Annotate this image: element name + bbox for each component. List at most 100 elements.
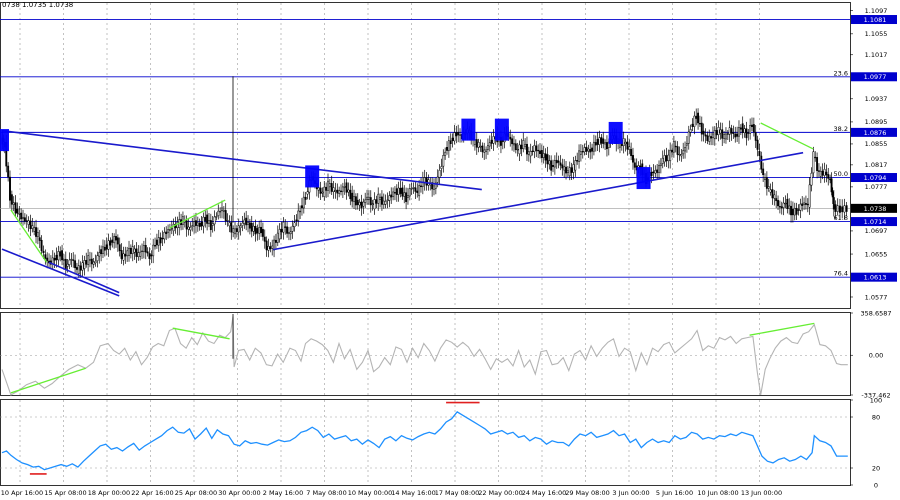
candle-body (537, 149, 540, 152)
candle-body (591, 147, 594, 152)
divergence-line (760, 122, 814, 150)
candle-body (98, 252, 101, 257)
candle-body (563, 166, 566, 171)
candle-body (542, 153, 545, 158)
candle-body (92, 261, 95, 265)
candle-body (721, 129, 724, 139)
candle-body (278, 229, 281, 240)
candle-body (100, 249, 103, 255)
x-tick-label: 14 May 16:00 (391, 489, 436, 497)
candle-body (412, 187, 415, 189)
candle-body (269, 246, 272, 250)
candle-body (187, 226, 190, 230)
candle-body (710, 136, 713, 139)
candle-body (284, 226, 287, 228)
trend-line (272, 151, 804, 251)
rsi-tick-label: 80 (872, 413, 880, 421)
candle-body (25, 220, 28, 222)
candle-body (410, 188, 413, 190)
candle-body (116, 237, 119, 245)
candle-body (581, 151, 584, 153)
candle-body (817, 170, 820, 172)
candle-body (341, 186, 344, 192)
candle-body (665, 155, 668, 162)
candle-body (380, 196, 383, 205)
candle-body (684, 147, 686, 152)
candle-body (72, 259, 75, 261)
candle-body (334, 190, 337, 192)
candle-body (102, 246, 104, 254)
candle-body (133, 248, 136, 253)
candle-body (788, 205, 791, 209)
candle-body (830, 178, 833, 193)
candle-body (669, 149, 672, 162)
candle-body (628, 146, 631, 150)
candle-body (407, 195, 409, 198)
candle-body (745, 128, 748, 139)
candle-body (752, 124, 755, 133)
candle-body (602, 138, 605, 144)
candle-body (671, 149, 673, 153)
candle-body (440, 166, 443, 169)
cci-divergence-line (749, 322, 815, 336)
fib-level-label: 76.4 (834, 270, 848, 278)
candle-body (16, 208, 19, 214)
candle-body (219, 210, 222, 213)
candle-body (589, 149, 592, 153)
candle-body (624, 141, 627, 145)
candle-body (260, 226, 262, 234)
candle-body (382, 200, 385, 205)
candle-body (33, 227, 36, 232)
candle-body (738, 127, 740, 137)
ohlc-readout: 0738 1.0735 1.0738 (2, 1, 74, 9)
candle-body (799, 203, 802, 211)
candle-body (111, 239, 114, 243)
candle-body (550, 160, 553, 171)
rsi-line (1, 411, 848, 471)
candle-body (758, 151, 761, 156)
candle-body (771, 189, 774, 199)
candles (1, 108, 848, 278)
candle-body (449, 140, 452, 144)
candle-body (379, 196, 382, 200)
candle-body (131, 246, 134, 254)
candle-body (420, 185, 422, 188)
candle-body (600, 137, 603, 144)
candle-body (808, 184, 811, 208)
candle-body (825, 171, 828, 176)
candle-body (674, 145, 677, 148)
candle-body (481, 145, 484, 153)
fib-level-label: 61.8 (834, 214, 848, 222)
candle-body (18, 213, 21, 215)
candle-body (405, 192, 408, 202)
candle-body (46, 257, 49, 261)
candle-body (345, 182, 348, 193)
candle-body (717, 127, 720, 135)
candle-body (700, 122, 703, 135)
candle-body (75, 267, 78, 270)
candle-body (451, 137, 454, 141)
candle-body (814, 156, 817, 159)
candle-body (287, 232, 290, 235)
candle-body (399, 187, 402, 194)
candle-body (661, 157, 664, 164)
candle-body (453, 132, 456, 142)
candle-body (319, 187, 322, 194)
candle-body (299, 210, 302, 213)
x-tick-label: 2 May 16:00 (263, 489, 303, 497)
candle-body (280, 228, 283, 233)
candle-body (414, 187, 417, 192)
candle-body (741, 123, 744, 133)
current-price-tag-text: 1.0738 (864, 205, 887, 213)
candle-body (444, 151, 447, 156)
candle-body (704, 134, 707, 137)
candle-body (297, 210, 300, 221)
candle-body (247, 222, 249, 225)
level-price-tag (851, 127, 897, 137)
divergence-line (169, 199, 226, 229)
candle-body (518, 144, 521, 155)
candle-body (44, 254, 47, 259)
candle-body (658, 165, 660, 173)
candle-body (360, 201, 363, 209)
